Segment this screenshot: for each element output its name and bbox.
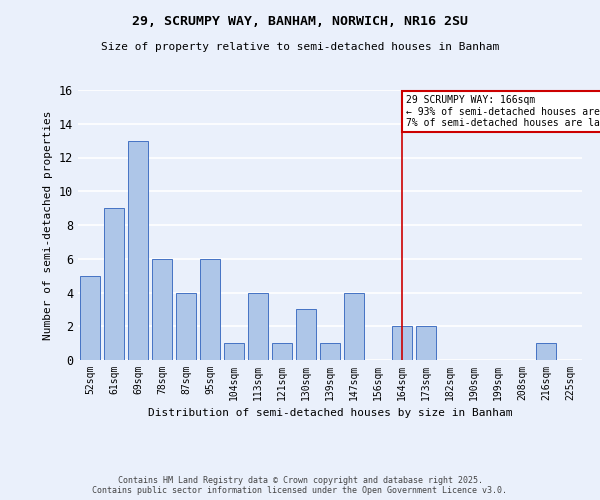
Bar bbox=[128, 140, 148, 360]
Bar bbox=[296, 310, 316, 360]
Y-axis label: Number of semi-detached properties: Number of semi-detached properties bbox=[43, 110, 53, 340]
Bar bbox=[344, 292, 364, 360]
Bar bbox=[80, 276, 100, 360]
Bar bbox=[416, 326, 436, 360]
Text: 29 SCRUMPY WAY: 166sqm
← 93% of semi-detached houses are smaller (57)
7% of semi: 29 SCRUMPY WAY: 166sqm ← 93% of semi-det… bbox=[406, 95, 600, 128]
Bar bbox=[104, 208, 124, 360]
Bar bbox=[248, 292, 268, 360]
Bar bbox=[320, 343, 340, 360]
Text: Contains HM Land Registry data © Crown copyright and database right 2025.
Contai: Contains HM Land Registry data © Crown c… bbox=[92, 476, 508, 495]
Bar bbox=[176, 292, 196, 360]
Bar bbox=[272, 343, 292, 360]
Text: 29, SCRUMPY WAY, BANHAM, NORWICH, NR16 2SU: 29, SCRUMPY WAY, BANHAM, NORWICH, NR16 2… bbox=[132, 15, 468, 28]
X-axis label: Distribution of semi-detached houses by size in Banham: Distribution of semi-detached houses by … bbox=[148, 408, 512, 418]
Bar bbox=[536, 343, 556, 360]
Bar bbox=[200, 259, 220, 360]
Bar bbox=[152, 259, 172, 360]
Bar bbox=[224, 343, 244, 360]
Text: Size of property relative to semi-detached houses in Banham: Size of property relative to semi-detach… bbox=[101, 42, 499, 52]
Bar bbox=[392, 326, 412, 360]
